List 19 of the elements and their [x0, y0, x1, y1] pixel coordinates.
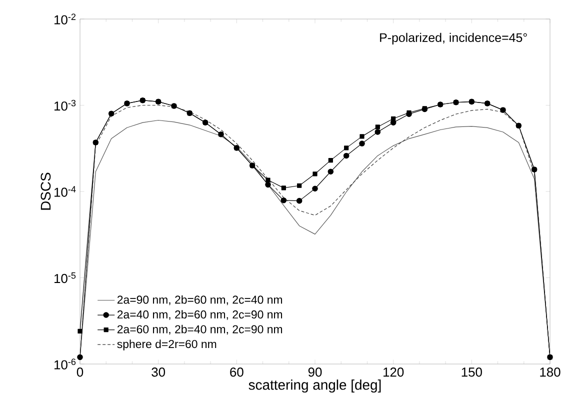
x-tick-label: 180 [540, 368, 560, 377]
annotation: P-polarized, incidence=45° [380, 32, 527, 44]
y-tick-label: 10$^{-6}$ [54, 358, 76, 370]
x-tick-label: 60 [230, 368, 244, 377]
y-tick-label: 10$^{-4}$ [54, 186, 76, 197]
legend-label: 2a=90 nm, 2b=60 nm, 2c=40 nm [117, 295, 282, 306]
y-tick-label: 10$^{-2}$ [54, 14, 76, 24]
x-tick-label: 150 [462, 368, 482, 377]
y-axis-title: DSCS [40, 172, 51, 210]
legend-label: 2a=60 nm, 2b=40 nm, 2c=90 nm [117, 324, 282, 335]
legend-label: 2a=40 nm, 2b=60 nm, 2c=90 nm [117, 310, 282, 320]
x-tick-label: 30 [152, 368, 166, 377]
x-tick-label: 120 [384, 368, 404, 377]
legend-label: sphere d=2r=60 nm [117, 340, 216, 350]
x-axis-title: scattering angle [deg] [248, 380, 381, 393]
x-tick-label: 0 [76, 368, 84, 377]
y-tick-label: 10$^{-5}$ [54, 272, 76, 284]
x-tick-label: 90 [308, 368, 322, 377]
y-tick-label: 10$^{-3}$ [54, 100, 76, 111]
